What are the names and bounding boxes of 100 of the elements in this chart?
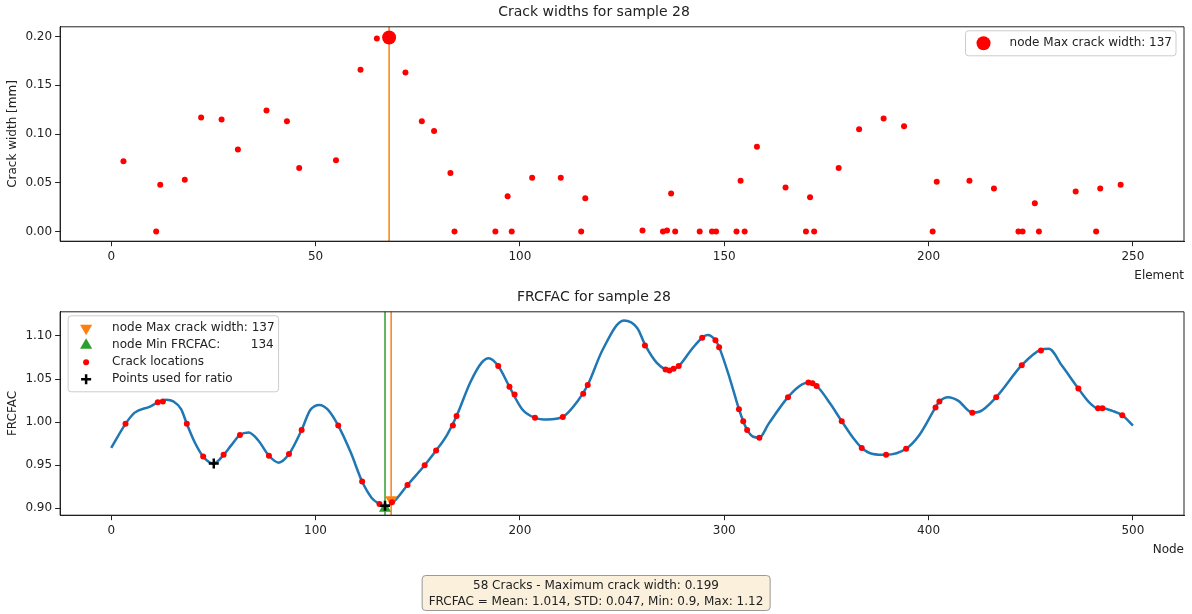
y-tick-label: 1.05 [25, 371, 53, 386]
x-tick-label: 300 [712, 522, 736, 537]
point [740, 418, 747, 425]
point [153, 228, 160, 235]
y-tick-label: 0.10 [25, 126, 53, 141]
point [511, 391, 518, 398]
point [159, 398, 166, 405]
legend-label: node Max crack width: 137 [112, 320, 275, 335]
point [578, 228, 585, 235]
point [716, 344, 723, 351]
x-tick-label: 0 [107, 248, 116, 263]
point [696, 228, 703, 235]
y-tick-label: 0.20 [25, 28, 53, 43]
point [1018, 362, 1025, 369]
x-axis-title: Element [1134, 267, 1185, 282]
y-tick-label: 0.95 [25, 457, 53, 472]
point [433, 447, 440, 454]
point [903, 445, 910, 452]
point [529, 174, 536, 181]
point [1035, 228, 1042, 235]
point [929, 228, 936, 235]
point [200, 453, 207, 460]
point [207, 457, 221, 470]
point [404, 482, 411, 489]
x-tick-label: 250 [1121, 248, 1145, 263]
point [382, 30, 397, 45]
point [285, 451, 292, 458]
point [265, 452, 272, 459]
point [559, 413, 566, 420]
point [1072, 188, 1079, 195]
x-tick-label: 0 [107, 522, 116, 537]
point [183, 420, 190, 427]
point [1117, 181, 1124, 188]
point [744, 426, 751, 433]
point [858, 444, 865, 451]
point [582, 195, 589, 202]
point [741, 228, 748, 235]
point [296, 165, 303, 172]
point [1037, 347, 1044, 354]
y-axis-title: FRCFAC [5, 390, 20, 437]
point [359, 478, 366, 485]
point [639, 227, 646, 234]
point [1031, 200, 1038, 207]
point [756, 434, 763, 441]
point [447, 169, 454, 176]
x-tick-label: 50 [307, 248, 324, 263]
point [236, 432, 243, 439]
legend-label: Points used for ratio [112, 371, 233, 386]
y-tick-label: 0.05 [25, 174, 53, 189]
point [735, 406, 742, 413]
x-tick-label: 200 [917, 248, 941, 263]
point [753, 143, 760, 150]
point [835, 165, 842, 172]
y-tick-label: 0.00 [25, 223, 53, 238]
point [263, 107, 270, 114]
point [675, 363, 682, 370]
point [584, 382, 591, 389]
x-tick-label: 100 [508, 248, 532, 263]
point [1097, 185, 1104, 192]
point [936, 398, 943, 405]
x-axis-title: Node [1152, 541, 1184, 556]
point [784, 394, 791, 401]
point [813, 382, 820, 389]
point [492, 228, 499, 235]
point [120, 158, 127, 165]
point [154, 399, 161, 406]
chart-title: FRCFAC for sample 28 [516, 288, 672, 305]
point [733, 228, 740, 235]
point [373, 35, 380, 42]
point [298, 426, 305, 433]
point [668, 190, 675, 197]
text: 58 Cracks - Maximum crack width: 0.199 [473, 578, 719, 592]
point [532, 414, 539, 421]
y-axis-title: Crack width [mm] [5, 80, 20, 188]
point [807, 194, 814, 201]
point [880, 115, 887, 122]
point [1093, 228, 1100, 235]
point [838, 418, 845, 425]
y-tick-label: 1.10 [25, 328, 53, 343]
point [933, 178, 940, 185]
point [234, 146, 241, 153]
point [451, 228, 458, 235]
point [122, 420, 129, 427]
point [901, 123, 908, 130]
point [157, 181, 164, 188]
point [220, 451, 227, 458]
point [664, 227, 671, 234]
point [495, 363, 502, 370]
point [966, 177, 973, 184]
point [506, 383, 513, 390]
point [811, 228, 818, 235]
point [809, 380, 816, 387]
point [737, 177, 744, 184]
point [449, 422, 456, 429]
point [283, 118, 290, 125]
y-tick-label: 0.90 [25, 500, 53, 515]
point [335, 422, 342, 429]
point [504, 193, 511, 200]
point [580, 390, 587, 397]
point [1075, 385, 1082, 392]
